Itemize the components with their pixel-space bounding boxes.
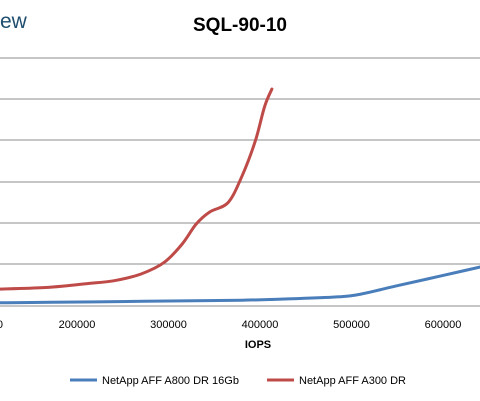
series-group (0, 87, 480, 305)
x-axis-ticks: 0 200000 300000 400000 500000 600000 (0, 319, 461, 331)
series-line-2 (0, 87, 274, 291)
chart-title: SQL-90-10 (193, 15, 287, 36)
legend-label: NetApp AFF A300 DR (299, 375, 406, 387)
x-axis-label: IOPS (245, 339, 271, 351)
brand-logo-fragment: ew (0, 10, 27, 33)
gridlines (0, 57, 480, 307)
x-tick-label: 200000 (59, 319, 96, 331)
series-line-1 (0, 265, 480, 305)
legend-label: NetApp AFF A800 DR 16Gb (102, 375, 239, 387)
legend: NetApp AFF A800 DR 16Gb NetApp AFF A300 D… (70, 375, 406, 387)
x-tick-label: 600000 (425, 319, 462, 331)
x-tick-label: 0 (0, 319, 3, 331)
x-tick-label: 300000 (150, 319, 187, 331)
x-tick-label: 500000 (333, 319, 370, 331)
x-tick-label: 400000 (242, 319, 279, 331)
